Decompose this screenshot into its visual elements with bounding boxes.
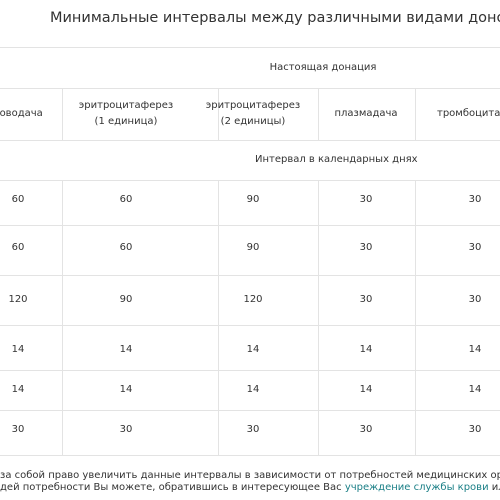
unit-row: Интервал в календарных днях xyxy=(255,154,418,165)
cell: 14 xyxy=(11,384,25,395)
cell: 30 xyxy=(119,424,133,435)
column-header: тромбоцитаф xyxy=(437,108,500,119)
column-header: плазмадача xyxy=(334,108,398,119)
title: Минимальные интервалы между различными в… xyxy=(50,10,500,26)
col-border xyxy=(415,180,416,455)
col-border xyxy=(318,180,319,455)
cell: 30 xyxy=(359,294,373,305)
footer-text: или воспольз xyxy=(491,482,500,493)
row-border xyxy=(0,275,500,276)
row-border xyxy=(0,225,500,226)
cell: 14 xyxy=(468,384,482,395)
cell: 14 xyxy=(246,384,260,395)
group-header: Настоящая донация xyxy=(269,62,377,73)
col-border xyxy=(62,88,63,140)
col-border xyxy=(415,88,416,140)
row-border xyxy=(0,140,500,141)
cell: 30 xyxy=(468,242,482,253)
cell: 90 xyxy=(246,194,260,205)
cell: 30 xyxy=(246,424,260,435)
footer-text: дей потребности Вы можете, обратившись в… xyxy=(0,482,345,493)
column-header: эритроцитаферез (1 единица) xyxy=(78,100,174,127)
cell: 30 xyxy=(468,424,482,435)
cell: 60 xyxy=(119,242,133,253)
cell: 30 xyxy=(468,294,482,305)
col-border xyxy=(218,180,219,455)
column-header: эритроцитаферез (2 единицы) xyxy=(205,100,301,127)
row-border xyxy=(0,47,500,48)
cell: 30 xyxy=(359,242,373,253)
footer-line: за собой право увеличить данные интервал… xyxy=(0,470,500,481)
cell: 30 xyxy=(359,424,373,435)
cell: 14 xyxy=(468,344,482,355)
cell: 14 xyxy=(11,344,25,355)
col-border xyxy=(62,180,63,455)
cell: 30 xyxy=(11,424,25,435)
cell: 14 xyxy=(246,344,260,355)
cell: 90 xyxy=(119,294,133,305)
row-border xyxy=(0,88,500,89)
cell: 14 xyxy=(119,384,133,395)
cell: 60 xyxy=(11,242,25,253)
cell: 90 xyxy=(246,242,260,253)
col-border xyxy=(318,88,319,140)
cell: 120 xyxy=(243,294,263,305)
row-border xyxy=(0,410,500,411)
cell: 60 xyxy=(119,194,133,205)
column-header: роводача xyxy=(0,108,43,119)
row-border xyxy=(0,370,500,371)
row-border xyxy=(0,180,500,181)
cell: 60 xyxy=(11,194,25,205)
col-border xyxy=(218,88,219,140)
cell: 30 xyxy=(359,194,373,205)
cell: 120 xyxy=(8,294,28,305)
cell: 14 xyxy=(359,384,373,395)
cell: 30 xyxy=(468,194,482,205)
cell: 14 xyxy=(359,344,373,355)
cell: 14 xyxy=(119,344,133,355)
footer-line: дей потребности Вы можете, обратившись в… xyxy=(0,480,500,496)
row-border xyxy=(0,455,500,456)
link[interactable]: учреждение службы крови xyxy=(344,482,489,493)
row-border xyxy=(0,325,500,326)
